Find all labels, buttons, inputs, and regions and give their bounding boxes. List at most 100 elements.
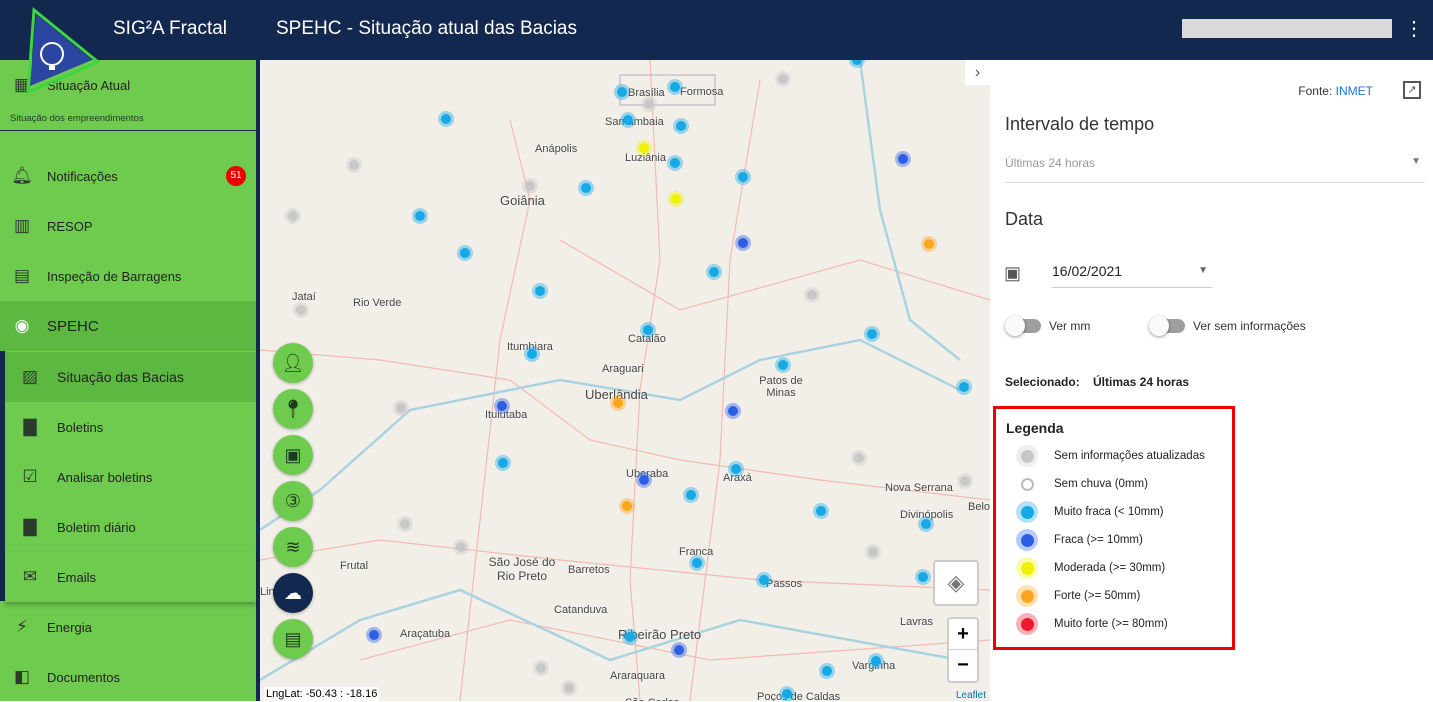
station-marker[interactable] [667,155,683,171]
station-marker[interactable] [610,395,626,411]
station-marker[interactable] [453,539,469,555]
station-marker[interactable] [438,111,454,127]
station-marker[interactable] [494,398,510,414]
waves-icon[interactable]: ≋ [273,527,313,567]
filter-3-icon[interactable]: ③ [273,481,313,521]
toggle-ver-sem-informacoes[interactable] [1149,316,1185,336]
station-marker[interactable] [868,653,884,669]
toggle-ver-mm[interactable] [1005,316,1041,336]
map-city-label: Patos de Minas [759,375,803,399]
station-marker[interactable] [640,322,656,338]
legend-label: Muito forte (>= 80mm) [1054,618,1168,630]
more-vert-icon[interactable]: ⋮ [1404,18,1424,40]
location-pin-icon[interactable]: 📍︎ [273,389,313,429]
sidebar-item-spehc[interactable]: ◉ SPEHC [0,301,256,351]
calendar-icon[interactable]: ▣ [273,435,313,475]
legend-label: Forte (>= 50mm) [1054,590,1141,602]
station-marker[interactable] [775,357,791,373]
station-marker[interactable] [293,302,309,318]
station-marker[interactable] [851,450,867,466]
station-marker[interactable] [533,660,549,676]
station-marker[interactable] [915,569,931,585]
collapse-panel-chevron-icon[interactable]: › [965,60,990,85]
sidebar-subitem-analisar-boletins[interactable]: ☑ Analisar boletins [5,452,256,502]
open-in-new-icon[interactable]: ↗ [1403,81,1421,99]
map-city-label: Frutal [340,560,369,572]
station-marker[interactable] [918,516,934,532]
station-marker[interactable] [671,642,687,658]
calendar-icon[interactable]: ▣ [1004,263,1022,283]
station-marker[interactable] [397,516,413,532]
station-marker[interactable] [622,629,638,645]
station-marker[interactable] [578,180,594,196]
station-marker[interactable] [636,472,652,488]
station-marker[interactable] [561,680,577,696]
zoom-in-button[interactable]: + [949,619,977,650]
station-marker[interactable] [819,663,835,679]
attribution-link[interactable]: Leaflet [955,690,986,701]
station-marker[interactable] [865,544,881,560]
person-icon[interactable]: 👤︎ [273,343,313,383]
station-marker[interactable] [735,235,751,251]
station-marker[interactable] [779,686,795,701]
station-marker[interactable] [683,487,699,503]
sidebar-item-energia[interactable]: ⚡︎ Energia [0,602,256,652]
station-marker[interactable] [495,455,511,471]
station-marker[interactable] [813,503,829,519]
station-marker[interactable] [641,96,657,112]
station-marker[interactable] [412,208,428,224]
rain-cloud-icon[interactable]: ☁ [273,573,313,613]
station-marker[interactable] [673,118,689,134]
station-marker[interactable] [728,461,744,477]
interval-select[interactable]: Últimas 24 horas ▼ [1005,156,1425,183]
map-city-label: Uberlândia [585,387,648,402]
station-marker[interactable] [849,60,865,68]
sidebar-subitem-situacao-bacias[interactable]: ▨ Situação das Bacias [5,352,256,402]
station-marker[interactable] [689,555,705,571]
station-marker[interactable] [614,84,630,100]
sidebar-subitem-emails[interactable]: ✉ Emails [5,552,256,602]
station-marker[interactable] [366,627,382,643]
station-marker[interactable] [346,157,362,173]
station-marker[interactable] [393,400,409,416]
date-select[interactable]: 16/02/2021 ▼ [1052,263,1212,288]
station-marker[interactable] [735,169,751,185]
station-marker[interactable] [524,346,540,362]
station-marker[interactable] [706,264,722,280]
sidebar-item-notificacoes[interactable]: 🔔︎ Notificações 51 [0,151,256,201]
sidebar-item-situacao-atual[interactable]: ▦ Situação Atual [0,60,256,110]
sidebar: ▦ Situação Atual Situação dos empreendime… [0,60,260,701]
sidebar-subitem-boletim-diario[interactable]: ▇ Boletim diário [5,502,256,552]
station-marker[interactable] [667,79,683,95]
layers-icon[interactable]: ◈ [933,560,979,606]
map[interactable]: Brasília Formosa Samambaia Anápolis Luziânia… [260,60,990,701]
sidebar-item-resop[interactable]: ▥ RESOP [0,201,256,251]
station-marker[interactable] [725,403,741,419]
station-marker[interactable] [636,140,652,156]
sidebar-subitem-boletins[interactable]: ▇ Boletins [5,402,256,452]
station-marker[interactable] [804,287,820,303]
interval-title: Intervalo de tempo [1005,114,1155,134]
station-marker[interactable] [668,191,684,207]
station-marker[interactable] [532,283,548,299]
station-marker[interactable] [457,245,473,261]
station-marker[interactable] [895,151,911,167]
station-marker[interactable] [619,498,635,514]
app-logo[interactable] [22,4,102,94]
station-marker[interactable] [921,236,937,252]
station-marker[interactable] [775,71,791,87]
station-marker[interactable] [620,112,636,128]
station-marker[interactable] [957,473,973,489]
station-marker[interactable] [956,379,972,395]
station-marker[interactable] [756,572,772,588]
station-marker[interactable] [522,178,538,194]
clipboard-icon[interactable]: ▤ [273,619,313,659]
sidebar-item-inspecao[interactable]: ▤ Inspeção de Barragens [0,251,256,301]
station-marker[interactable] [864,326,880,342]
user-name-redacted[interactable] [1182,19,1392,38]
dropdown-arrow-icon: ▼ [1411,156,1421,167]
sidebar-item-documentos[interactable]: ◧ Documentos [0,652,256,702]
zoom-out-button[interactable]: − [957,654,969,676]
source-link[interactable]: INMET [1335,84,1373,98]
station-marker[interactable] [285,208,301,224]
